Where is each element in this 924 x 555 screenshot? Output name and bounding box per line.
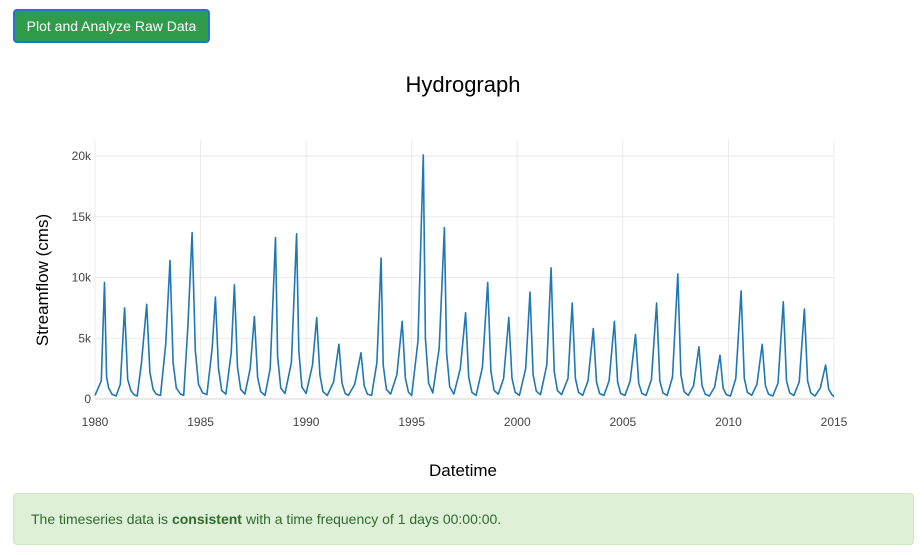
x-tick-label: 1985 [187,415,214,429]
alert-suffix: with a time frequency of 1 days 00:00:00… [245,511,502,527]
alert-prefix: The timeseries data is [31,511,168,527]
x-tick-label: 2000 [504,415,531,429]
y-tick-label: 0 [84,392,91,406]
chart-grid [94,140,835,400]
x-tick-label: 2010 [715,415,742,429]
x-tick-label: 1980 [82,415,109,429]
x-tick-label: 2005 [610,415,637,429]
y-tick-label: 5k [78,331,92,345]
y-tick-label: 20k [72,149,92,163]
hydrograph-chart: Hydrograph 0 5k 10k 15k 20k 1980 1985 1990 1995… [33,72,848,480]
plot-analyze-button[interactable]: Plot and Analyze Raw Data [13,9,210,43]
y-tick-label: 10k [72,271,92,285]
status-alert: The timeseries data is consistent with a… [13,493,914,545]
x-tick-label: 1990 [293,415,320,429]
x-tick-label: 2015 [821,415,848,429]
x-tick-label: 1995 [398,415,425,429]
chart-title: Hydrograph [406,72,521,97]
y-axis-label: Streamflow (cms) [33,214,52,346]
streamflow-series-line [94,154,835,398]
y-tick-label: 15k [72,210,92,224]
x-axis-label: Datetime [429,461,497,480]
x-axis-ticks: 1980 1985 1990 1995 2000 2005 2010 2015 [82,415,848,429]
alert-status: consistent [171,511,242,527]
y-axis-ticks: 0 5k 10k 15k 20k [72,149,92,406]
